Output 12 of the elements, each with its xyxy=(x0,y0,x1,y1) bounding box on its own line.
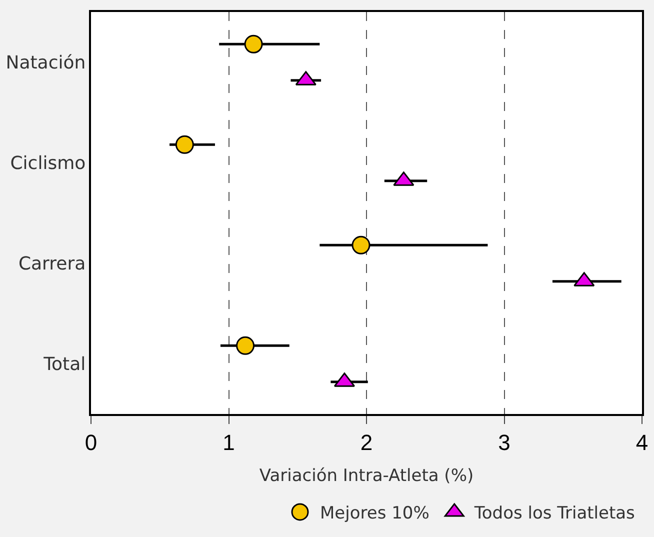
x-axis-title: Variación Intra-Atleta (%) xyxy=(259,466,474,486)
y-tick-label: Total xyxy=(42,354,86,376)
x-tick-label: 1 xyxy=(222,430,235,456)
x-tick-label: 0 xyxy=(84,430,98,456)
legend-label: Todos los Triatletas xyxy=(473,504,636,524)
y-tick-label: Carrera xyxy=(18,254,86,275)
y-tick-label: Natación xyxy=(6,52,86,74)
y-tick-label: Ciclismo xyxy=(10,153,86,174)
x-tick-label: 4 xyxy=(636,430,648,456)
x-tick-label: 2 xyxy=(360,430,373,456)
legend-label: Mejores 10% xyxy=(320,504,430,524)
x-tick-label: 3 xyxy=(498,430,510,456)
